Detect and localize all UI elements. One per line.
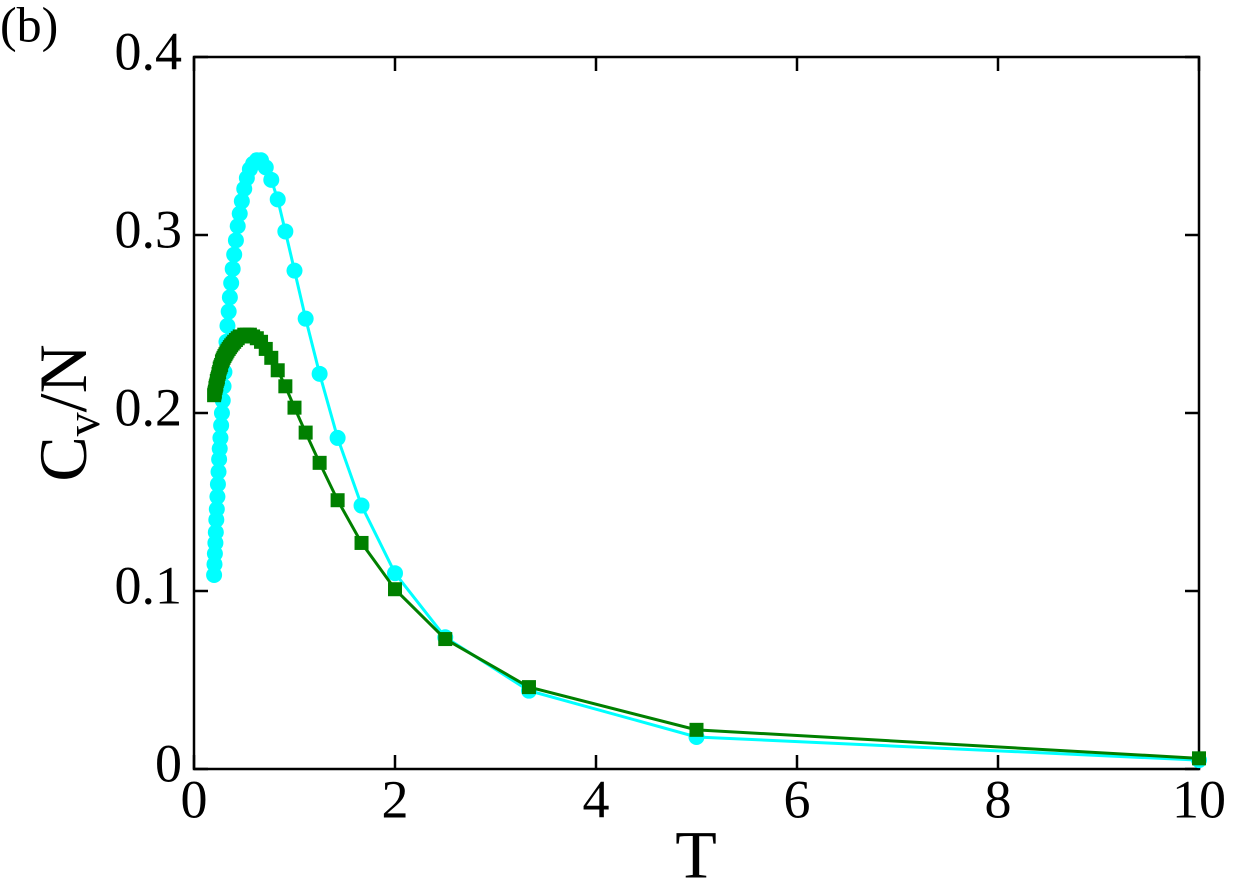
marker — [206, 566, 223, 583]
marker — [208, 511, 225, 528]
marker — [1192, 751, 1206, 766]
marker — [207, 388, 222, 403]
x-tick-label: 0 — [181, 769, 208, 829]
marker — [263, 171, 280, 188]
marker — [226, 246, 243, 263]
y-tick-label: 0 — [155, 733, 182, 793]
marker — [689, 722, 704, 737]
marker — [233, 193, 250, 210]
x-tick-label: 4 — [583, 769, 610, 829]
y-axis-label: Cv/N — [25, 344, 110, 481]
marker — [221, 289, 238, 306]
marker — [209, 488, 226, 505]
marker — [353, 497, 370, 514]
x-tick-label: 8 — [985, 769, 1012, 829]
marker — [224, 260, 241, 277]
x-tick-label: 6 — [784, 769, 811, 829]
marker — [286, 262, 303, 279]
plot-frame — [192, 55, 1201, 771]
marker — [312, 455, 327, 470]
marker — [287, 400, 302, 415]
marker — [213, 417, 230, 434]
y-axis-label-main: C — [25, 436, 101, 481]
marker — [354, 535, 369, 550]
marker — [277, 223, 294, 240]
x-axis-label: T — [675, 817, 717, 893]
panel-label: (b) — [0, 0, 58, 52]
marker — [329, 429, 346, 446]
marker — [229, 218, 246, 235]
x-tick-label: 2 — [382, 769, 409, 829]
marker — [211, 451, 228, 468]
marker — [231, 205, 248, 222]
y-tick-label: 0.4 — [115, 21, 183, 81]
marker — [223, 275, 240, 292]
y-tick-label: 0.2 — [115, 377, 183, 437]
marker — [236, 180, 253, 197]
y-axis-label-sub: v — [57, 412, 110, 436]
y-tick-label: 0.3 — [115, 199, 183, 259]
marker — [387, 565, 403, 582]
marker — [210, 463, 227, 480]
marker — [270, 363, 285, 378]
y-tick-label: 0.1 — [115, 555, 183, 615]
marker — [220, 303, 237, 320]
marker — [311, 365, 328, 382]
marker — [521, 680, 536, 695]
marker — [438, 632, 453, 647]
marker — [269, 191, 286, 208]
series-line — [212, 158, 1200, 762]
marker — [330, 493, 345, 508]
marker — [219, 317, 236, 334]
marker — [209, 476, 226, 493]
marker — [227, 232, 244, 249]
marker — [388, 582, 402, 597]
marker — [297, 310, 314, 327]
marker — [298, 425, 313, 440]
y-axis-label-suffix: /N — [25, 344, 101, 412]
x-tick-label: 10 — [1172, 769, 1226, 829]
marker — [213, 405, 230, 421]
marker — [278, 379, 293, 394]
